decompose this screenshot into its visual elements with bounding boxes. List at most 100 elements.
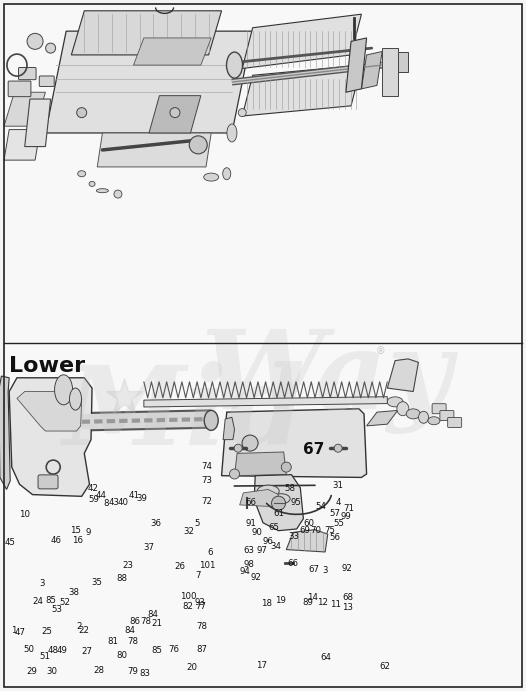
Text: 4: 4 — [336, 498, 341, 507]
Text: 40: 40 — [118, 498, 128, 507]
Circle shape — [229, 469, 239, 479]
Polygon shape — [149, 95, 201, 133]
Text: 48: 48 — [47, 646, 58, 656]
Text: 26: 26 — [174, 562, 185, 571]
Text: 95: 95 — [290, 498, 301, 507]
Polygon shape — [9, 378, 92, 496]
Ellipse shape — [406, 409, 420, 419]
Text: 60: 60 — [304, 518, 314, 528]
Text: 67: 67 — [308, 565, 319, 574]
Text: 79: 79 — [128, 667, 138, 676]
Text: 30: 30 — [46, 667, 57, 676]
Text: 96: 96 — [263, 536, 274, 545]
Text: 15: 15 — [70, 526, 80, 536]
Ellipse shape — [250, 491, 265, 501]
Text: 7: 7 — [196, 571, 201, 580]
Text: 18: 18 — [261, 598, 271, 607]
Text: Way: Way — [200, 326, 452, 434]
Text: 90: 90 — [252, 529, 262, 538]
Text: 22: 22 — [78, 626, 89, 635]
Text: 2: 2 — [76, 622, 82, 631]
Text: 27: 27 — [82, 647, 93, 656]
Text: 8: 8 — [103, 498, 108, 508]
Text: 43: 43 — [108, 498, 119, 507]
Ellipse shape — [238, 108, 246, 117]
Text: 72: 72 — [201, 498, 212, 507]
Text: 89: 89 — [302, 598, 313, 607]
Text: 68: 68 — [342, 592, 353, 601]
Text: 33: 33 — [288, 532, 299, 541]
Text: 9: 9 — [86, 528, 91, 538]
Circle shape — [46, 43, 56, 53]
Text: 31: 31 — [333, 481, 343, 491]
Circle shape — [281, 462, 291, 472]
Polygon shape — [242, 15, 361, 68]
Polygon shape — [254, 475, 304, 531]
Polygon shape — [235, 452, 286, 475]
Text: 44: 44 — [96, 491, 107, 500]
Text: 64: 64 — [320, 653, 331, 662]
Bar — [4, 343, 522, 687]
Text: 56: 56 — [329, 533, 340, 542]
Ellipse shape — [227, 52, 242, 78]
Polygon shape — [97, 133, 211, 167]
Text: 36: 36 — [150, 519, 161, 529]
Text: 23: 23 — [123, 561, 133, 570]
Text: 63: 63 — [244, 546, 255, 555]
Polygon shape — [223, 417, 235, 439]
Text: 69: 69 — [300, 526, 310, 535]
Text: 78: 78 — [140, 617, 151, 627]
FancyBboxPatch shape — [18, 68, 36, 79]
Text: 99: 99 — [340, 511, 351, 520]
Ellipse shape — [96, 189, 108, 193]
Text: 28: 28 — [94, 666, 104, 676]
Text: 78: 78 — [127, 636, 138, 646]
Text: 3: 3 — [40, 579, 45, 588]
Ellipse shape — [428, 417, 440, 425]
Polygon shape — [25, 99, 50, 146]
Text: 78: 78 — [197, 621, 207, 631]
Circle shape — [189, 136, 207, 154]
Text: 80: 80 — [117, 650, 127, 660]
Circle shape — [334, 444, 342, 452]
Text: 82: 82 — [183, 601, 194, 611]
Ellipse shape — [419, 411, 429, 424]
FancyBboxPatch shape — [432, 404, 446, 414]
Text: 39: 39 — [137, 494, 147, 504]
Polygon shape — [0, 376, 10, 489]
Text: 66: 66 — [246, 498, 256, 507]
Text: 88: 88 — [117, 574, 127, 583]
Ellipse shape — [78, 171, 86, 177]
Text: 84: 84 — [124, 625, 135, 635]
Circle shape — [77, 108, 87, 117]
Text: 94: 94 — [240, 567, 250, 576]
Text: 74: 74 — [201, 462, 212, 471]
Ellipse shape — [222, 168, 231, 180]
Text: 92: 92 — [341, 563, 352, 573]
Text: 91: 91 — [246, 520, 256, 529]
Text: 12: 12 — [317, 598, 328, 607]
Text: 53: 53 — [52, 605, 62, 614]
FancyBboxPatch shape — [39, 76, 54, 86]
Text: 61: 61 — [274, 509, 284, 518]
Text: 11: 11 — [330, 600, 340, 609]
Polygon shape — [4, 93, 45, 126]
Text: 98: 98 — [244, 560, 255, 569]
Bar — [4, 4, 522, 343]
Text: 100: 100 — [180, 591, 197, 601]
Ellipse shape — [227, 124, 237, 142]
Circle shape — [27, 33, 43, 49]
Text: 3: 3 — [322, 565, 328, 574]
Text: 21: 21 — [151, 619, 162, 628]
Text: 87: 87 — [196, 645, 207, 654]
Circle shape — [234, 444, 242, 452]
Ellipse shape — [69, 388, 82, 410]
Text: 92: 92 — [251, 573, 261, 582]
Text: 50: 50 — [24, 645, 34, 654]
Text: 24: 24 — [33, 597, 43, 606]
Text: 5: 5 — [194, 519, 199, 529]
Text: 57: 57 — [330, 509, 340, 518]
Ellipse shape — [272, 494, 290, 504]
FancyBboxPatch shape — [440, 410, 454, 421]
Text: 1: 1 — [12, 625, 17, 634]
